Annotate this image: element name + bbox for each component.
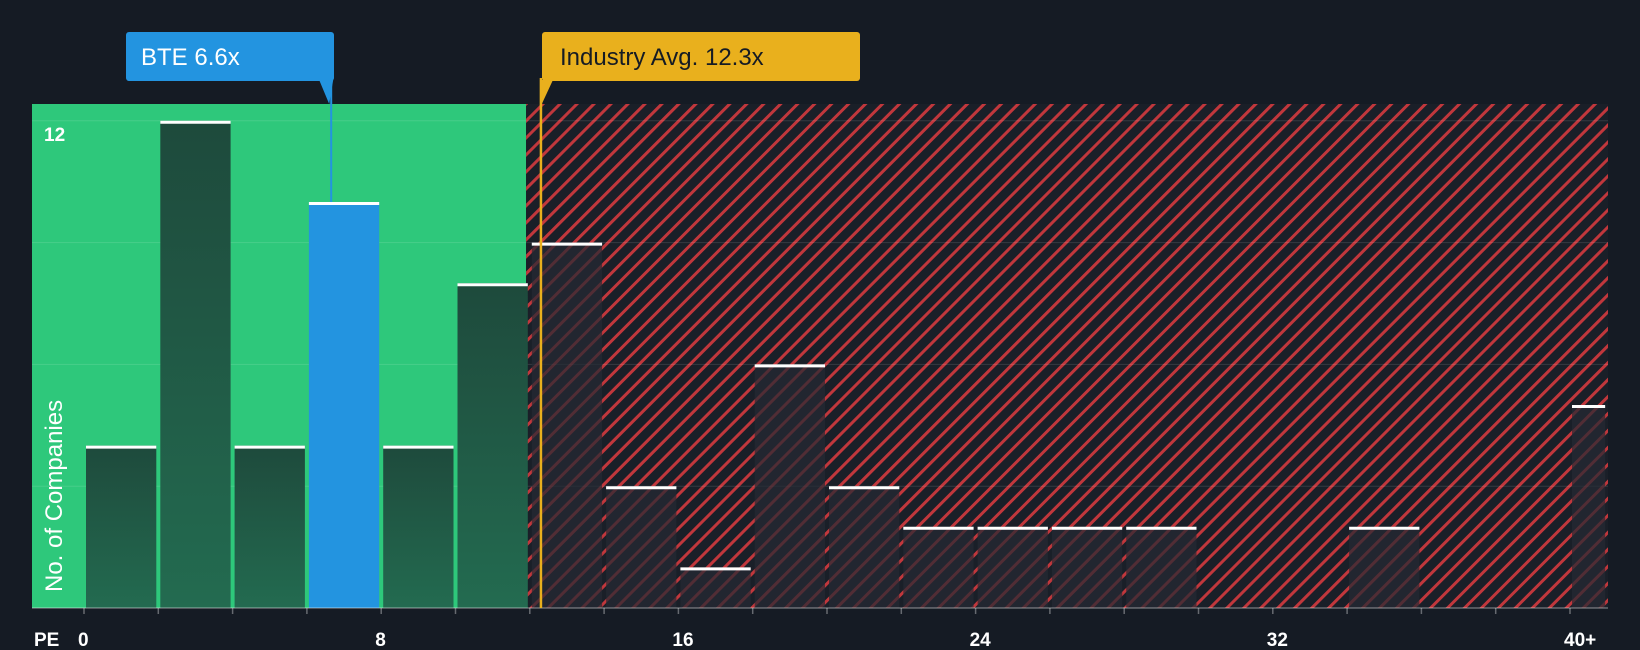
company-pointer-arrow xyxy=(319,80,334,104)
bar-14-16 xyxy=(606,486,677,608)
x-tick-label-32: 32 xyxy=(1267,630,1288,650)
company-label-box xyxy=(126,32,334,81)
industry-pointer-arrow xyxy=(539,80,553,108)
bar-22-24 xyxy=(903,526,974,608)
bar-8-10 xyxy=(383,445,454,608)
x-axis-label: PE xyxy=(34,630,59,650)
company-pe-callout: BTE 6.6x xyxy=(126,32,334,202)
company-label-text: BTE 6.6x xyxy=(141,44,240,71)
bar-4-6 xyxy=(234,445,305,608)
bar-28-30 xyxy=(1126,526,1197,608)
bar-0-2 xyxy=(86,445,157,608)
x-tick-label-0: 0 xyxy=(78,630,89,650)
industry-average-callout: Industry Avg. 12.3x xyxy=(539,32,860,608)
bar-2-4 xyxy=(160,120,231,609)
y-axis-label: No. of Companies xyxy=(41,400,68,592)
y-tick-label: 12 xyxy=(44,125,65,146)
histogram-bars xyxy=(86,120,1606,609)
x-axis: PE 0 8 16 24 32 40+ xyxy=(32,607,1608,650)
bar-16-18 xyxy=(680,567,751,608)
x-tick-label-40: 40+ xyxy=(1564,630,1596,650)
overvalued-zone xyxy=(526,104,1609,608)
bar-40-41 xyxy=(1572,405,1606,608)
industry-label-box xyxy=(542,32,860,81)
bar-6-8 xyxy=(308,202,380,608)
x-tick-label-16: 16 xyxy=(672,630,693,650)
bar-34-36 xyxy=(1349,526,1420,608)
x-tick-label-24: 24 xyxy=(970,630,992,650)
bar-10-12 xyxy=(457,283,528,608)
bar-18-20 xyxy=(754,364,825,608)
industry-label-text: Industry Avg. 12.3x xyxy=(560,44,764,71)
x-tick-label-8: 8 xyxy=(375,630,386,650)
bar-24-26 xyxy=(977,526,1048,608)
bar-12-14 xyxy=(531,242,603,608)
bar-20-22 xyxy=(829,486,900,608)
bar-26-28 xyxy=(1051,526,1123,608)
